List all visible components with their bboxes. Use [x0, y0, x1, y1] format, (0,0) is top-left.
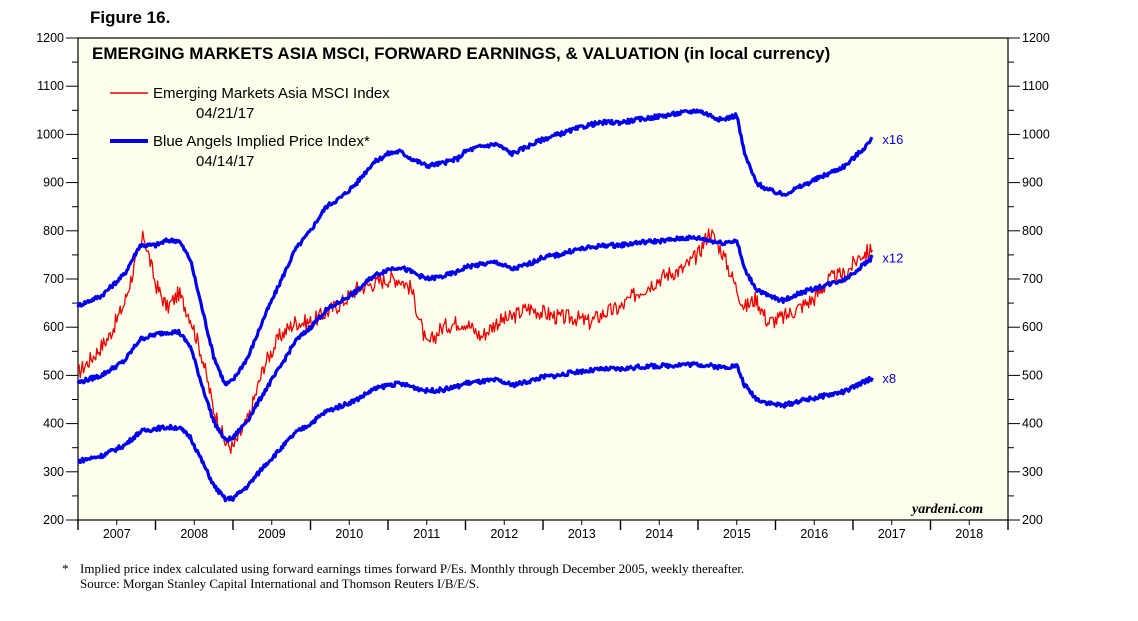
- y-tick-label-left: 600: [43, 320, 64, 334]
- legend-label-index: Emerging Markets Asia MSCI Index: [153, 85, 390, 102]
- y-tick-label-left: 800: [43, 224, 64, 238]
- x-tick-label: 2018: [955, 527, 983, 541]
- y-tick-label-left: 1200: [36, 31, 64, 45]
- y-tick-label-right: 600: [1022, 320, 1043, 334]
- footnote-text-1: Implied price index calculated using for…: [80, 561, 745, 576]
- legend-label-implied: Blue Angels Implied Price Index*: [153, 133, 370, 150]
- y-tick-label-left: 1000: [36, 127, 64, 141]
- series-layer: x16 x12 x8: [76, 108, 903, 503]
- y-tick-label-right: 500: [1022, 368, 1043, 382]
- y-tick-label-left: 900: [43, 176, 64, 190]
- y-tick-label-right: 400: [1022, 417, 1043, 431]
- x-axis: 2007 2008 2009 2010 2011 2012 2013 2014 2015 2016…: [77, 520, 1009, 541]
- legend-date-implied: 04/14/17: [196, 153, 254, 170]
- x-tick-label: 2008: [180, 527, 208, 541]
- x-tick-label: 2016: [800, 527, 828, 541]
- footnote: * Implied price index calculated using fo…: [62, 561, 744, 591]
- legend: Emerging Markets Asia MSCI Index 04/21/1…: [110, 85, 390, 170]
- y-axis-right: 200 300 400 500 600 700 800 900 1000 1100 1200: [1008, 31, 1050, 527]
- x-tick-label: 2007: [103, 527, 131, 541]
- y-axis-left: 200 300 400 500 600 700 800 900 1000 1100 1200: [36, 31, 78, 527]
- x-tick-label: 2017: [878, 527, 906, 541]
- y-tick-label-right: 200: [1022, 513, 1043, 527]
- y-tick-label-right: 900: [1022, 176, 1043, 190]
- series-line-implied-x16: [76, 108, 874, 387]
- footnote-star: *: [62, 561, 69, 576]
- x-tick-label: 2013: [568, 527, 596, 541]
- series-end-label: x8: [882, 371, 896, 386]
- y-tick-label-left: 400: [43, 417, 64, 431]
- chart: 200 300 400 500 600 700 800 900 1000 1100 1200 200…: [36, 31, 1050, 541]
- y-tick-label-right: 1200: [1022, 31, 1050, 45]
- y-tick-label-left: 200: [43, 513, 64, 527]
- series-line-implied-x8: [77, 361, 874, 503]
- y-tick-label-right: 1000: [1022, 127, 1050, 141]
- x-tick-label: 2011: [413, 527, 440, 541]
- y-tick-label-left: 300: [43, 465, 64, 479]
- x-tick-label: 2009: [258, 527, 286, 541]
- footnote-text-2: Source: Morgan Stanley Capital Internati…: [80, 576, 480, 591]
- watermark: yardeni.com: [910, 502, 983, 517]
- x-tick-label: 2015: [723, 527, 751, 541]
- footnote-line-2: Source: Morgan Stanley Capital Internati…: [62, 576, 744, 591]
- x-tick-label: 2010: [335, 527, 363, 541]
- legend-date-index: 04/21/17: [196, 105, 254, 122]
- footnote-line-1: * Implied price index calculated using fo…: [62, 561, 744, 576]
- series-end-label: x12: [882, 250, 903, 265]
- y-tick-label-right: 800: [1022, 224, 1043, 238]
- figure-label: Figure 16.: [90, 8, 171, 27]
- series-line-implied-x12: [76, 234, 874, 443]
- y-tick-label-right: 1100: [1022, 79, 1049, 93]
- y-tick-label-right: 700: [1022, 272, 1043, 286]
- y-tick-label-left: 700: [43, 272, 64, 286]
- y-tick-label-left: 1100: [37, 79, 64, 93]
- y-tick-label-left: 500: [43, 368, 64, 382]
- chart-title: EMERGING MARKETS ASIA MSCI, FORWARD EARN…: [92, 44, 830, 63]
- x-tick-label: 2014: [645, 527, 673, 541]
- y-tick-label-right: 300: [1022, 465, 1043, 479]
- series-line-index: [77, 228, 873, 455]
- x-tick-label: 2012: [490, 527, 518, 541]
- series-end-label: x16: [882, 132, 903, 147]
